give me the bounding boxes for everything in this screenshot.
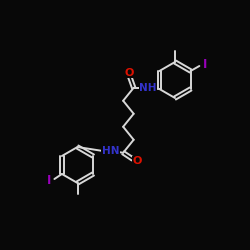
Text: O: O [132,156,141,166]
Text: HN: HN [102,146,120,156]
Text: I: I [47,174,51,188]
Text: O: O [125,68,134,78]
Text: I: I [203,58,207,71]
Text: NH: NH [140,83,157,93]
